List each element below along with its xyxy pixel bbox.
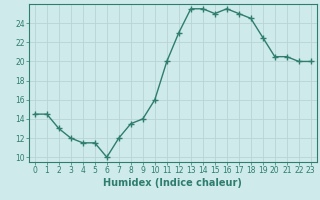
X-axis label: Humidex (Indice chaleur): Humidex (Indice chaleur) — [103, 178, 242, 188]
